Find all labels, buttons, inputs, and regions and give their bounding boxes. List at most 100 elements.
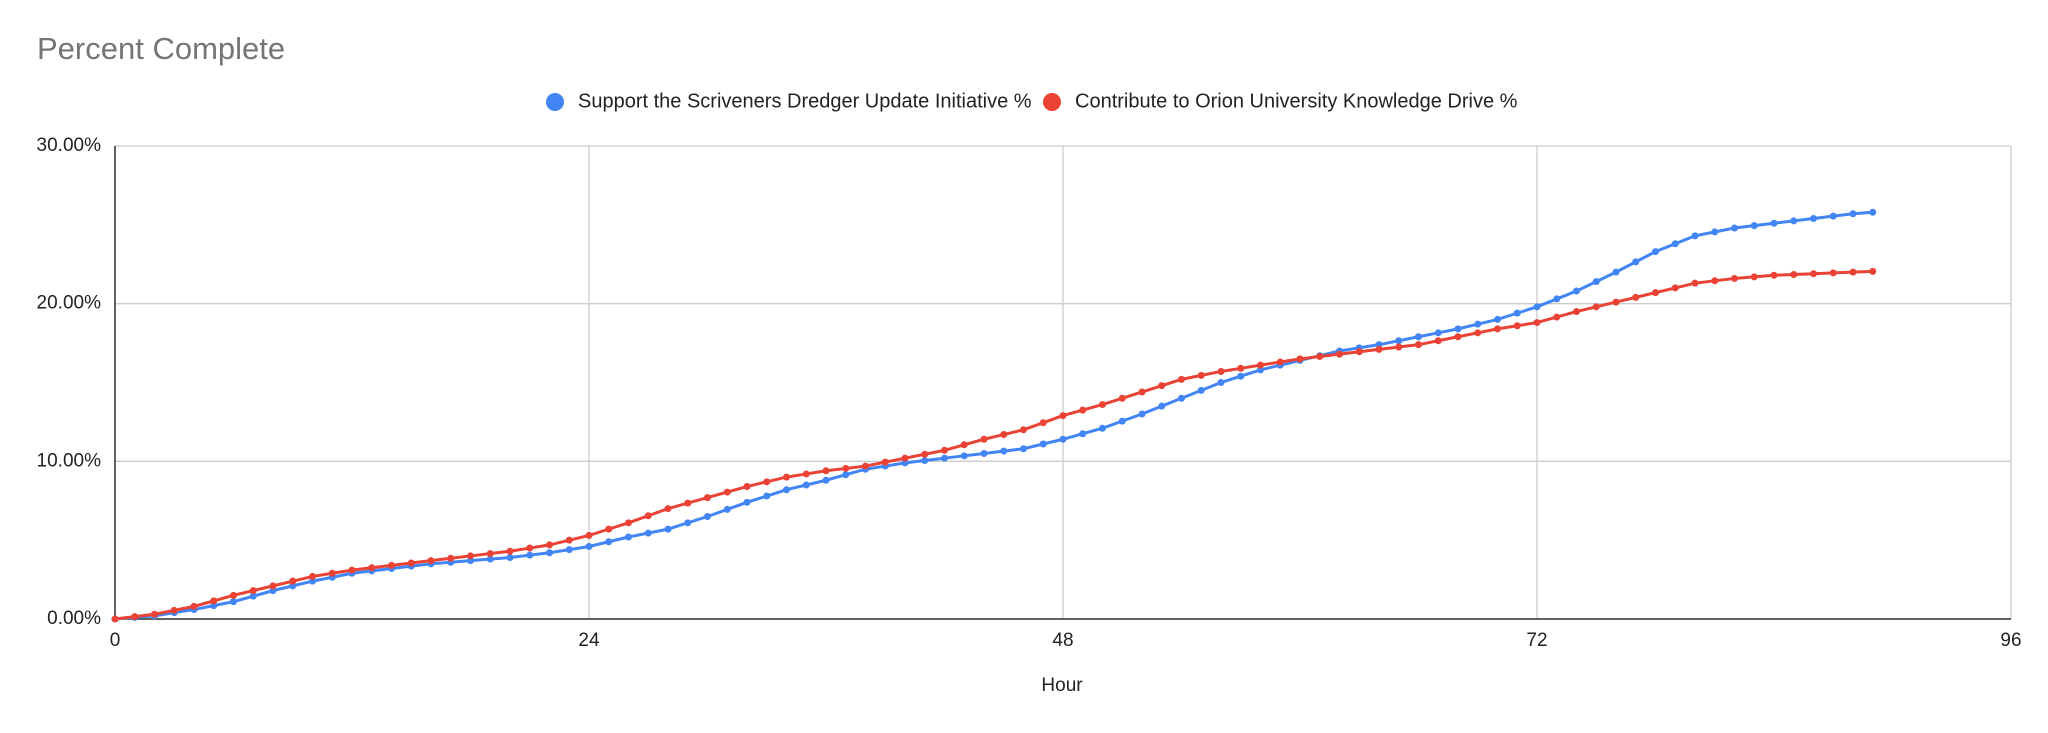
data-point: [1276, 358, 1284, 366]
data-point: [862, 462, 869, 470]
data-point: [980, 435, 988, 443]
data-point: [190, 602, 198, 610]
data-point: [802, 481, 810, 489]
data-point: [1671, 284, 1679, 292]
data-point: [1513, 309, 1521, 317]
data-point: [1296, 355, 1304, 363]
legend-swatch: [546, 93, 564, 111]
data-point: [269, 582, 277, 590]
data-point: [704, 494, 711, 502]
data-point: [1257, 361, 1264, 369]
x-tick-label: 96: [2000, 630, 2021, 651]
data-point: [644, 512, 652, 520]
series-line: [114, 210, 1873, 621]
data-point: [1592, 303, 1600, 311]
data-point: [1217, 367, 1225, 375]
data-point: [151, 610, 158, 618]
y-tick-label: 10.00%: [37, 450, 102, 471]
data-point: [1790, 270, 1798, 278]
data-point: [704, 513, 711, 521]
data-point: [1671, 240, 1679, 248]
legend-label: Contribute to Orion University Knowledge…: [1075, 90, 1518, 112]
data-point: [1494, 325, 1501, 333]
data-point: [1612, 268, 1620, 276]
data-point: [1790, 217, 1798, 225]
data-point: [1810, 270, 1817, 278]
data-point: [1375, 345, 1383, 353]
data-point: [743, 498, 751, 506]
data-point: [1118, 394, 1126, 402]
data-point: [684, 519, 692, 527]
data-point: [368, 564, 376, 572]
data-point: [309, 572, 316, 580]
data-point: [1829, 212, 1837, 220]
data-point: [1020, 426, 1027, 434]
data-point: [842, 471, 850, 479]
data-point: [1197, 371, 1205, 379]
data-point: [486, 550, 494, 558]
data-point: [131, 613, 139, 621]
data-point: [1355, 348, 1363, 356]
data-point: [348, 566, 356, 574]
data-point: [1553, 295, 1561, 303]
y-tick-label: 30.00%: [37, 135, 102, 156]
data-point: [684, 499, 692, 507]
data-point: [1039, 419, 1047, 427]
data-point: [1494, 315, 1501, 323]
data-point: [1197, 386, 1205, 394]
data-point: [980, 449, 988, 457]
data-point: [1434, 329, 1442, 337]
data-point: [585, 531, 593, 539]
data-point: [1316, 352, 1324, 360]
data-point: [1079, 406, 1087, 414]
data-point: [1158, 382, 1166, 390]
data-point: [249, 592, 257, 600]
data-point: [664, 505, 672, 513]
data-point: [1711, 277, 1719, 285]
legend-swatch: [1043, 93, 1061, 111]
data-point: [546, 549, 553, 557]
data-point: [1750, 273, 1758, 281]
data-point: [605, 525, 613, 533]
data-point: [960, 441, 968, 449]
data-point: [1178, 394, 1185, 402]
data-point: [1000, 431, 1008, 439]
data-point: [763, 478, 771, 486]
data-point: [1079, 430, 1087, 438]
data-point: [1513, 322, 1521, 330]
data-point: [1039, 440, 1047, 448]
x-tick-label: 72: [1526, 630, 1547, 651]
data-point: [941, 454, 948, 462]
data-point: [1770, 271, 1778, 279]
data-point: [644, 529, 652, 537]
data-point: [1533, 319, 1541, 327]
data-point: [506, 554, 514, 562]
data-point: [1652, 289, 1659, 297]
data-point: [1652, 248, 1659, 256]
data-point: [625, 519, 632, 527]
data-point: [1691, 232, 1699, 240]
data-point: [1731, 224, 1738, 232]
data-point: [822, 467, 830, 475]
data-point: [802, 470, 810, 478]
data-point: [170, 606, 178, 614]
data-point: [1434, 337, 1442, 345]
data-point: [1711, 228, 1719, 236]
y-tick-label: 20.00%: [37, 293, 102, 314]
data-point: [842, 464, 850, 472]
data-point: [1869, 208, 1877, 216]
data-point: [1612, 298, 1620, 306]
data-point: [210, 597, 218, 605]
data-point: [1099, 401, 1106, 409]
data-point: [1237, 372, 1245, 380]
data-point: [230, 591, 237, 599]
data-point: [1118, 417, 1126, 425]
data-point: [1454, 325, 1462, 333]
data-point: [1573, 287, 1580, 295]
data-point: [1474, 320, 1482, 328]
data-point: [1731, 274, 1738, 282]
data-point: [941, 446, 948, 454]
data-point: [723, 505, 731, 513]
data-point: [249, 587, 257, 595]
